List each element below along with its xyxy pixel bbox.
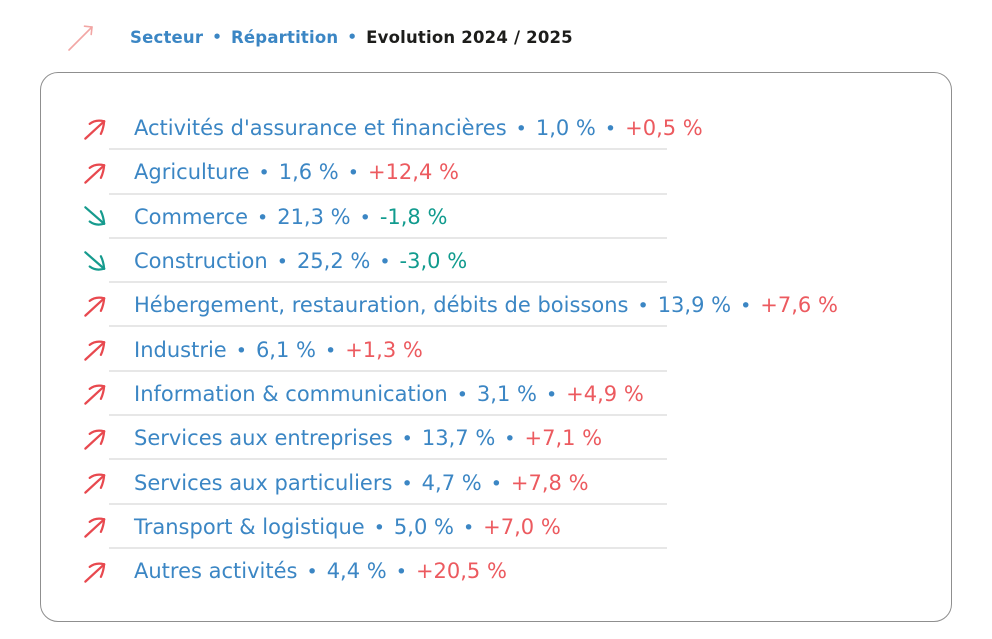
sector-row-text: Agriculture • 1,6 % • +12,4 % xyxy=(134,160,459,184)
bullet-separator: • xyxy=(740,295,752,318)
sector-name: Industrie xyxy=(134,337,227,362)
sector-name: Commerce xyxy=(134,204,248,229)
bullet-separator: • xyxy=(545,383,558,406)
header-secteur-label: Secteur xyxy=(130,27,204,47)
sector-row: Hébergement, restauration, débits de boi… xyxy=(81,283,951,328)
sector-row: Activités d'assurance et financières • 1… xyxy=(81,106,951,151)
header-evolution-label: Evolution 2024 / 2025 xyxy=(366,27,573,47)
sector-share-value: 13,9 % xyxy=(657,293,732,318)
sector-evolution-value: +7,0 % xyxy=(483,514,561,539)
trend-up-icon xyxy=(81,469,108,496)
bullet-separator: • xyxy=(235,339,247,362)
bullet-separator: • xyxy=(637,295,649,318)
trend-up-icon xyxy=(81,336,108,363)
bullet-separator: • xyxy=(359,206,371,229)
sector-row-text: Industrie • 6,1 % • +1,3 % xyxy=(134,338,423,362)
sector-row: Autres activités • 4,4 % • +20,5 % xyxy=(81,549,951,593)
sector-name: Services aux particuliers xyxy=(134,470,393,495)
trend-up-icon xyxy=(81,115,108,142)
legend-header: Secteur • Répartition • Evolution 2024 /… xyxy=(62,18,573,56)
sector-share-value: 1,0 % xyxy=(535,116,596,141)
trend-up-icon xyxy=(81,425,108,452)
bullet-separator: • xyxy=(604,118,617,141)
trend-down-icon xyxy=(81,203,108,230)
bullet-separator: • xyxy=(324,339,337,362)
sector-share-value: 13,7 % xyxy=(421,426,496,451)
sector-row: Construction • 25,2 % • -3,0 % xyxy=(81,239,951,284)
sector-share-value: 25,2 % xyxy=(296,249,371,274)
sector-evolution-value: +1,3 % xyxy=(345,337,423,362)
sector-share-value: 21,3 % xyxy=(277,204,351,229)
header-separator: • xyxy=(212,28,223,46)
sector-name: Services aux entreprises xyxy=(134,426,393,451)
sector-row: Commerce • 21,3 % • -1,8 % xyxy=(81,195,951,240)
bullet-separator: • xyxy=(515,118,527,141)
bullet-separator: • xyxy=(373,516,385,539)
sector-list: Activités d'assurance et financières • 1… xyxy=(81,106,951,593)
sector-row-text: Information & communication • 3,1 % • +4… xyxy=(134,382,644,406)
sector-row-text: Commerce • 21,3 % • -1,8 % xyxy=(134,205,447,229)
bullet-separator: • xyxy=(258,162,270,185)
sector-evolution-value: +4,9 % xyxy=(566,381,644,406)
bullet-separator: • xyxy=(462,516,475,539)
bullet-separator: • xyxy=(490,472,502,495)
bullet-separator: • xyxy=(504,428,516,451)
bullet-separator: • xyxy=(256,206,269,229)
sector-share-value: 5,0 % xyxy=(393,514,454,539)
sector-name: Transport & logistique xyxy=(134,514,365,539)
bullet-separator: • xyxy=(379,251,391,274)
sector-row-text: Hébergement, restauration, débits de boi… xyxy=(134,293,838,317)
trend-up-icon xyxy=(81,558,108,585)
sector-evolution-value: -3,0 % xyxy=(399,249,468,274)
sector-share-value: 1,6 % xyxy=(278,160,339,185)
sector-row: Industrie • 6,1 % • +1,3 % xyxy=(81,327,951,373)
header-repartition-label: Répartition xyxy=(231,27,339,47)
sector-row-text: Construction • 25,2 % • -3,0 % xyxy=(134,249,467,273)
trend-up-icon xyxy=(81,513,108,540)
sector-row-text: Autres activités • 4,4 % • +20,5 % xyxy=(134,559,507,583)
sector-evolution-value: +12,4 % xyxy=(367,160,459,185)
bullet-separator: • xyxy=(395,561,407,584)
sector-card: Activités d'assurance et financières • 1… xyxy=(40,72,952,622)
sector-row: Agriculture • 1,6 % • +12,4 % xyxy=(81,150,951,195)
trend-up-icon xyxy=(81,380,108,407)
sector-share-value: 6,1 % xyxy=(255,337,316,362)
sector-share-value: 4,4 % xyxy=(326,559,387,584)
sector-name: Hébergement, restauration, débits de boi… xyxy=(134,293,629,318)
legend-title: Secteur • Répartition • Evolution 2024 /… xyxy=(130,28,573,47)
bullet-separator: • xyxy=(401,428,413,451)
sector-evolution-value: +7,6 % xyxy=(760,293,838,318)
sector-row: Information & communication • 3,1 % • +4… xyxy=(81,372,951,417)
sector-evolution-value: -1,8 % xyxy=(379,204,448,229)
trend-up-icon xyxy=(81,292,108,319)
sector-row: Services aux particuliers • 4,7 % • +7,8… xyxy=(81,460,951,505)
bullet-separator: • xyxy=(456,383,468,406)
trend-up-icon xyxy=(81,159,108,186)
sector-row-text: Services aux entreprises • 13,7 % • +7,1… xyxy=(134,426,602,450)
sector-name: Agriculture xyxy=(134,160,250,185)
bullet-separator: • xyxy=(401,472,413,495)
sector-row: Services aux entreprises • 13,7 % • +7,1… xyxy=(81,416,951,461)
trend-up-arrow-icon xyxy=(62,18,100,56)
sector-share-value: 4,7 % xyxy=(421,470,482,495)
sector-evolution-value: +7,8 % xyxy=(510,470,589,495)
bullet-separator: • xyxy=(347,162,359,185)
sector-row-text: Services aux particuliers • 4,7 % • +7,8… xyxy=(134,471,589,495)
sector-row-text: Transport & logistique • 5,0 % • +7,0 % xyxy=(134,515,561,539)
sector-evolution-value: +20,5 % xyxy=(415,559,507,584)
sector-name: Autres activités xyxy=(134,559,298,584)
sector-share-value: 3,1 % xyxy=(476,381,537,406)
sector-evolution-value: +0,5 % xyxy=(625,116,703,141)
sector-evolution-value: +7,1 % xyxy=(524,426,603,451)
sector-name: Construction xyxy=(134,249,268,274)
sector-row-text: Activités d'assurance et financières • 1… xyxy=(134,116,703,140)
sector-name: Activités d'assurance et financières xyxy=(134,116,507,141)
bullet-separator: • xyxy=(276,251,288,274)
trend-down-icon xyxy=(81,248,108,275)
header-separator: • xyxy=(347,28,358,46)
bullet-separator: • xyxy=(306,561,318,584)
sector-row: Transport & logistique • 5,0 % • +7,0 % xyxy=(81,505,951,550)
sector-name: Information & communication xyxy=(134,381,448,406)
